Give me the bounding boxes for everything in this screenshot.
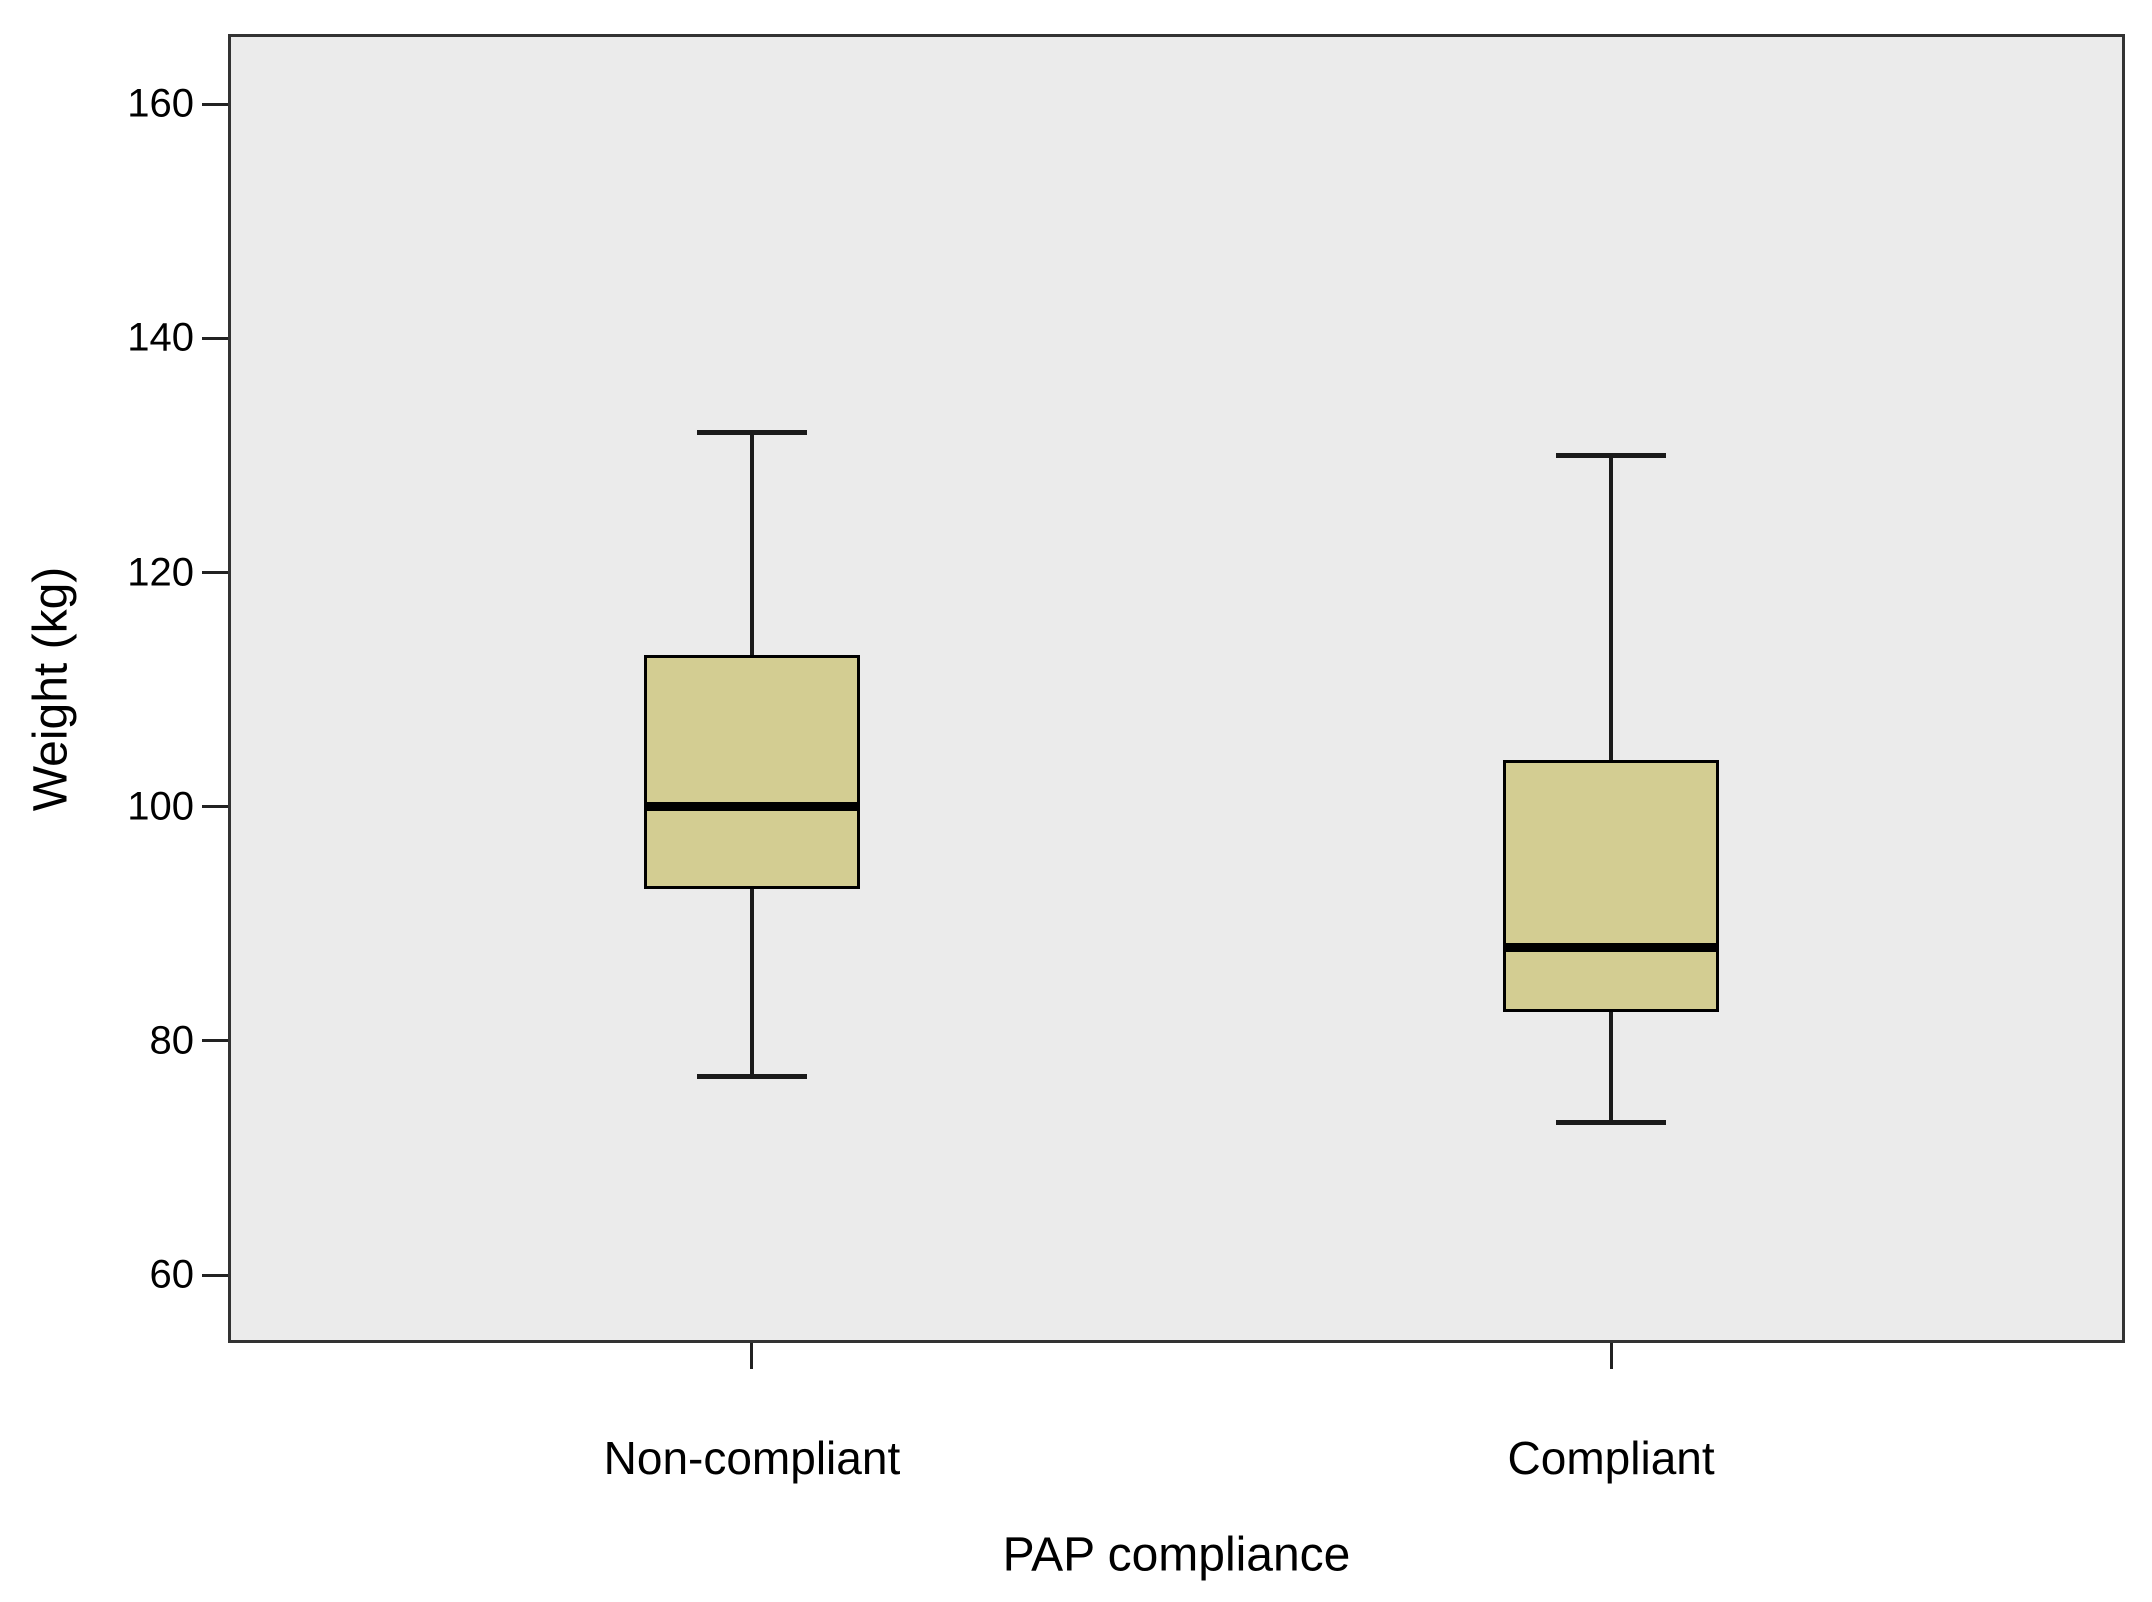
y-tick-label: 60 <box>149 1252 195 1297</box>
y-tick-label: 120 <box>127 550 194 595</box>
y-tick-mark <box>202 1039 228 1043</box>
x-tick-mark <box>750 1343 754 1369</box>
y-tick-label: 100 <box>127 784 194 829</box>
boxplot-box-non-compliant <box>643 654 860 889</box>
y-tick-mark <box>202 336 228 340</box>
y-tick-label: 140 <box>127 315 194 360</box>
y-tick-mark <box>202 571 228 575</box>
median-line <box>643 802 860 812</box>
y-tick-mark <box>202 1273 228 1277</box>
y-tick-mark <box>202 102 228 106</box>
plot-area <box>228 34 2125 1343</box>
category-label-non-compliant: Non-compliant <box>603 1432 901 1484</box>
whisker-cap-bottom <box>696 1073 807 1079</box>
y-axis-title: Weight (kg) <box>24 566 78 811</box>
category-label-compliant: Compliant <box>1507 1432 1715 1484</box>
y-tick-label: 160 <box>127 81 194 126</box>
x-tick-mark <box>1609 1343 1613 1369</box>
y-tick-mark <box>202 805 228 809</box>
boxplot-box-compliant <box>1503 759 1720 1012</box>
whisker-cap-top <box>696 429 807 435</box>
x-axis-title: PAP compliance <box>1002 1528 1351 1582</box>
median-line <box>1503 942 1720 952</box>
whisker-cap-bottom <box>1556 1120 1667 1126</box>
whisker-cap-top <box>1556 453 1667 458</box>
y-tick-label: 80 <box>149 1018 195 1063</box>
